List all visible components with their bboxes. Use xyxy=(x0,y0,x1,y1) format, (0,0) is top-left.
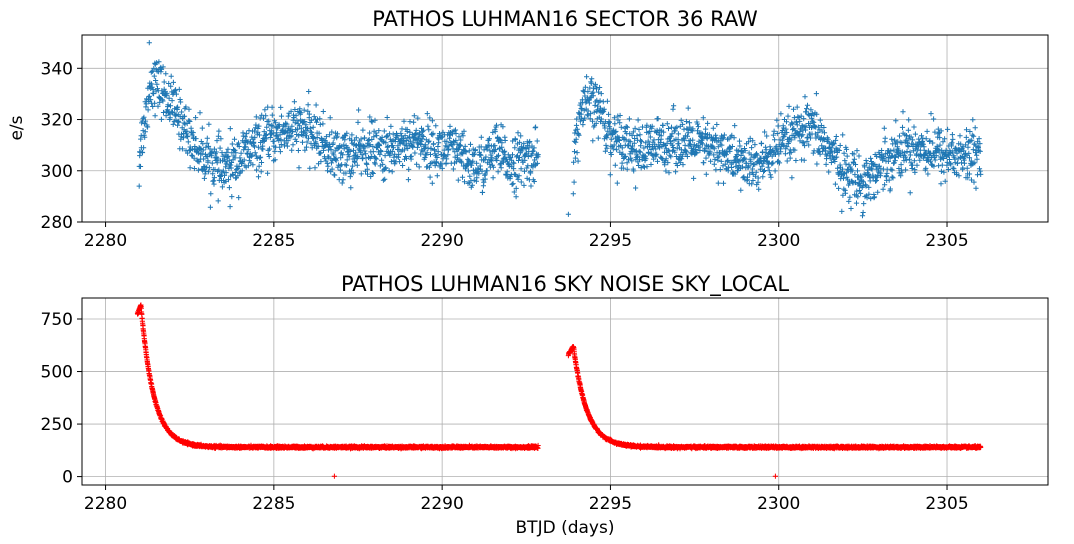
x-ticks-sky: 2280 2285 2290 2295 2300 2305 xyxy=(84,485,969,514)
x-axis-label-sky: BTJD (days) xyxy=(516,518,615,538)
axes-frame-sky xyxy=(81,297,1049,486)
y-tick-label: 320 xyxy=(41,111,73,131)
y-tick-label: 0 xyxy=(62,468,73,488)
y-tick-label: 250 xyxy=(41,415,73,435)
grid-raw xyxy=(82,35,1048,223)
grid-sky xyxy=(82,298,1048,485)
raw-flux-markers xyxy=(136,40,984,219)
y-tick-label: 300 xyxy=(41,162,73,182)
y-tick-label: 750 xyxy=(41,310,73,330)
series-raw-points xyxy=(136,40,984,219)
x-tick-label: 2305 xyxy=(925,494,968,514)
x-ticks-raw: 2280 2285 2290 2295 2300 2305 xyxy=(84,222,969,251)
y-ticks-sky: 0 250 500 750 xyxy=(41,310,82,488)
x-tick-label: 2295 xyxy=(589,494,632,514)
x-tick-label: 2300 xyxy=(757,494,800,514)
y-axis-label-raw: e/s xyxy=(7,115,27,140)
sky-noise-markers xyxy=(134,302,984,479)
x-tick-label: 2285 xyxy=(252,494,295,514)
chart-title-raw: PATHOS LUHMAN16 SECTOR 36 RAW xyxy=(372,7,758,31)
panel-sky-noise: PATHOS LUHMAN16 SKY NOISE SKY_LOCAL 2280… xyxy=(41,272,1049,538)
x-tick-label: 2295 xyxy=(589,231,632,251)
x-tick-label: 2305 xyxy=(925,231,968,251)
x-tick-label: 2280 xyxy=(84,231,127,251)
y-tick-label: 340 xyxy=(41,59,73,79)
y-tick-label: 280 xyxy=(41,213,73,233)
panel-raw-flux: PATHOS LUHMAN16 SECTOR 36 RAW 2280 2285 22… xyxy=(7,7,1049,251)
x-tick-label: 2300 xyxy=(757,231,800,251)
series-sky-points xyxy=(134,302,984,479)
x-tick-label: 2290 xyxy=(421,494,464,514)
axes-frame-raw xyxy=(81,34,1049,223)
chart-title-sky: PATHOS LUHMAN16 SKY NOISE SKY_LOCAL xyxy=(341,272,789,297)
x-tick-label: 2290 xyxy=(421,231,464,251)
x-tick-label: 2285 xyxy=(252,231,295,251)
y-tick-label: 500 xyxy=(41,363,73,383)
x-tick-label: 2280 xyxy=(84,494,127,514)
y-ticks-raw: 280 300 320 340 xyxy=(41,59,82,233)
